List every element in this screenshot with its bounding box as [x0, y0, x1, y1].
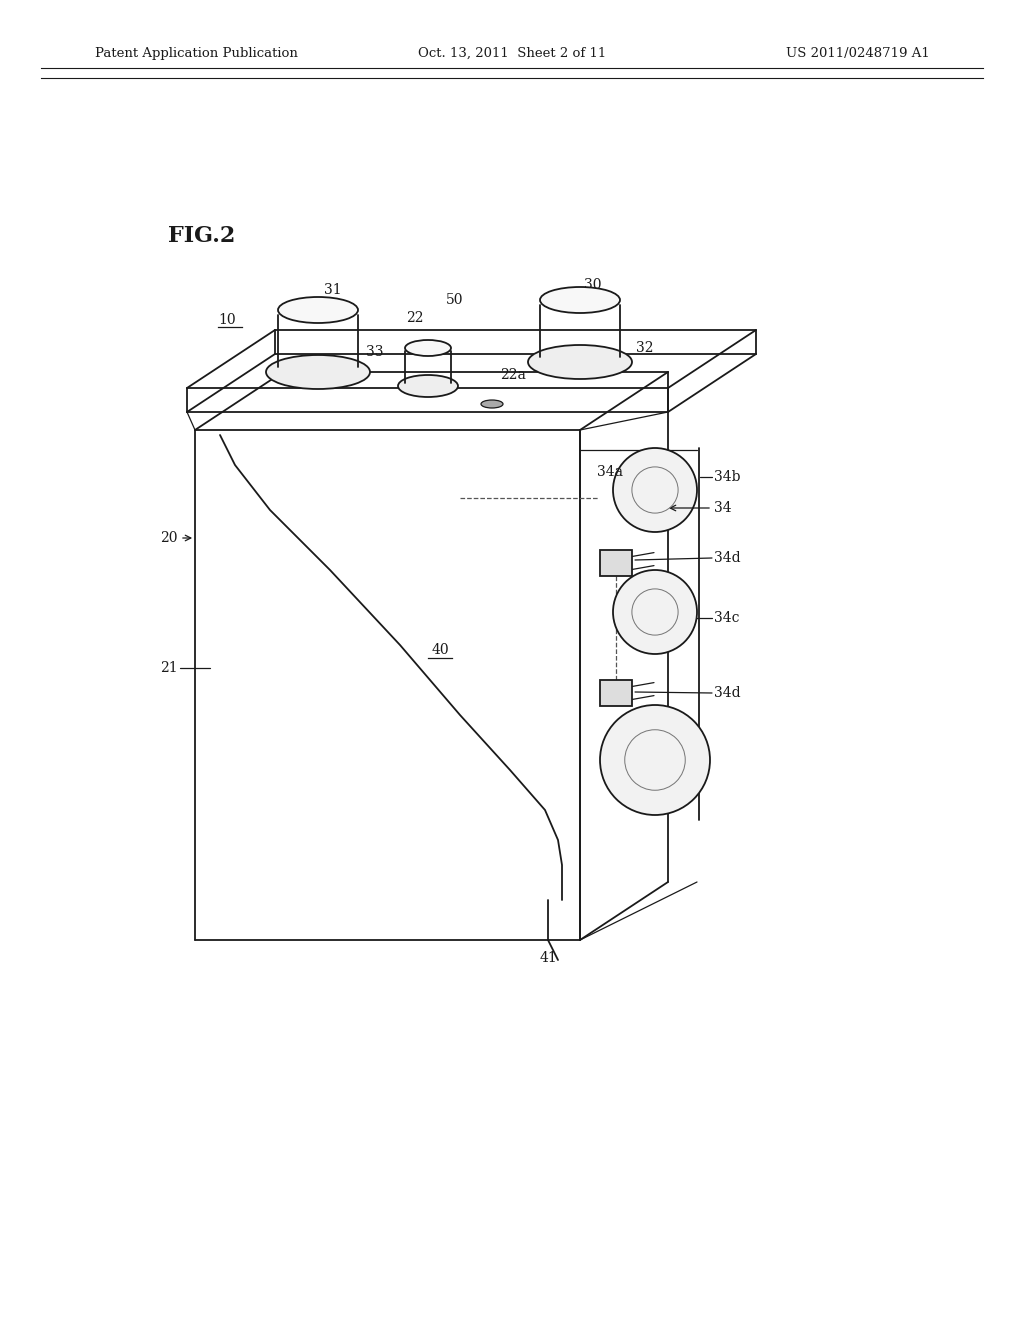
Text: 34: 34: [714, 502, 731, 515]
Text: 34c: 34c: [714, 611, 739, 624]
Text: 33: 33: [367, 345, 384, 359]
Ellipse shape: [266, 355, 370, 389]
Text: Oct. 13, 2011  Sheet 2 of 11: Oct. 13, 2011 Sheet 2 of 11: [418, 48, 606, 59]
Text: FIG.2: FIG.2: [168, 224, 236, 247]
Circle shape: [600, 705, 710, 814]
Text: 22: 22: [407, 312, 424, 325]
Text: 30: 30: [585, 279, 602, 292]
Text: 32: 32: [636, 341, 653, 355]
Text: 40: 40: [431, 643, 449, 657]
Bar: [600, 680, 632, 706]
Text: 34d: 34d: [714, 550, 740, 565]
Bar: [600, 550, 632, 576]
Circle shape: [613, 570, 697, 653]
Text: 31: 31: [325, 282, 342, 297]
Text: 34b: 34b: [714, 470, 740, 484]
Text: 10: 10: [218, 313, 236, 327]
Text: 34d: 34d: [714, 686, 740, 700]
Text: 41: 41: [539, 950, 557, 965]
Ellipse shape: [398, 375, 458, 397]
Ellipse shape: [406, 341, 451, 356]
Text: US 2011/0248719 A1: US 2011/0248719 A1: [786, 48, 930, 59]
Text: 20: 20: [161, 531, 178, 545]
Text: 50: 50: [446, 293, 464, 308]
Circle shape: [613, 447, 697, 532]
Ellipse shape: [540, 286, 620, 313]
Text: 21: 21: [161, 661, 178, 675]
Text: 22a: 22a: [500, 368, 526, 381]
Ellipse shape: [481, 400, 503, 408]
Text: Patent Application Publication: Patent Application Publication: [95, 48, 298, 59]
Text: 34a: 34a: [597, 465, 623, 479]
Ellipse shape: [528, 345, 632, 379]
Ellipse shape: [278, 297, 358, 323]
